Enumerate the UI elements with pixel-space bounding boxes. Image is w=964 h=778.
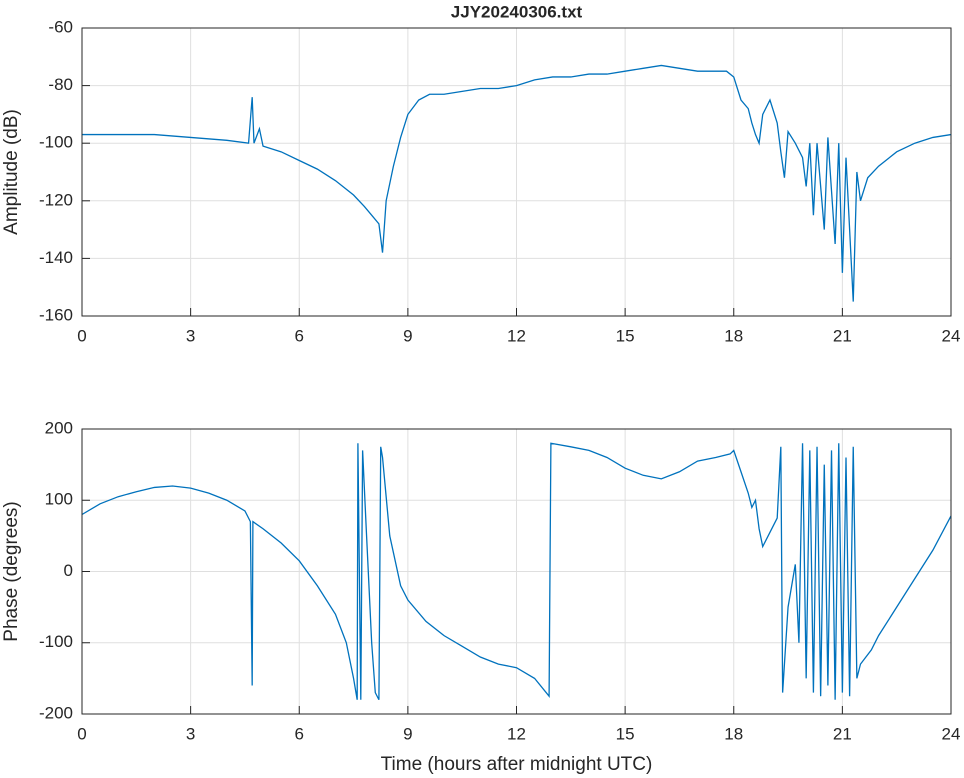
x-tick-label: 9 [403,326,412,345]
x-tick-label: 18 [724,724,743,743]
x-tick-label: 6 [295,326,304,345]
x-tick-label: 21 [833,724,852,743]
x-tick-label: 0 [77,724,86,743]
y-tick-label: -60 [48,17,73,36]
x-tick-label: 21 [833,326,852,345]
y-tick-label: -100 [39,632,73,651]
data-line [81,442,952,701]
axes-box [81,27,952,317]
y-tick-label: -160 [39,305,73,324]
x-tick-label: 3 [186,724,195,743]
x-tick-label: 0 [77,326,86,345]
x-tick-label: 12 [507,724,526,743]
data-line [82,64,952,302]
y-tick-label: 0 [64,561,73,580]
x-tick-label: 3 [186,326,195,345]
y-axis-label: Phase (degrees) [1,501,22,641]
y-tick-label: -120 [39,190,73,209]
x-tick-label: 18 [724,326,743,345]
x-tick-label: 15 [616,724,635,743]
x-tick-label: 24 [942,326,961,345]
y-tick-label: -140 [39,248,73,267]
y-tick-label: 200 [45,418,73,437]
x-tick-label: 9 [403,724,412,743]
y-axis-label: Amplitude (dB) [1,109,22,235]
x-tick-label: 12 [507,326,526,345]
axes-box [81,428,952,715]
y-tick-label: -80 [48,75,73,94]
chart-title: JJY20240306.txt [451,2,583,21]
x-tick-label: 24 [942,724,961,743]
y-tick-label: 100 [45,490,73,509]
x-axis-label: Time (hours after midnight UTC) [381,754,653,775]
x-tick-label: 6 [295,724,304,743]
y-tick-label: -100 [39,133,73,152]
x-tick-label: 15 [616,326,635,345]
y-tick-label: -200 [39,703,73,722]
